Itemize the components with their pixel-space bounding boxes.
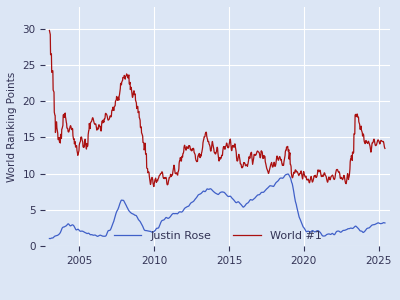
- Line: Justin Rose: Justin Rose: [50, 174, 385, 239]
- Line: World #1: World #1: [50, 31, 385, 187]
- Legend: Justin Rose, World #1: Justin Rose, World #1: [109, 226, 326, 245]
- Y-axis label: World Ranking Points: World Ranking Points: [7, 71, 17, 182]
